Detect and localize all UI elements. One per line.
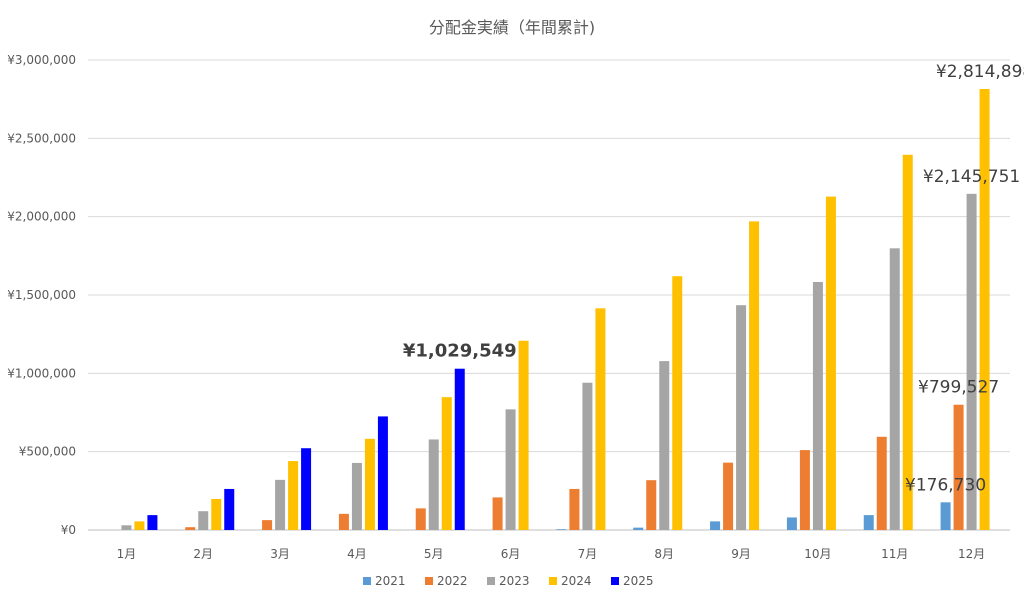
x-tick-label: 2月 <box>193 547 213 561</box>
bar-2022-10月 <box>799 450 810 530</box>
bar-2023-5月 <box>428 439 439 530</box>
bar-2023-12月 <box>966 193 977 530</box>
bar-2021-12月 <box>940 502 951 530</box>
chart-title: 分配金実績（年間累計) <box>429 18 595 37</box>
bar-2023-10月 <box>812 281 823 530</box>
bar-2023-9月 <box>736 305 747 530</box>
y-tick-label: ¥0 <box>61 523 76 537</box>
bar-2021-7月 <box>556 529 567 530</box>
bar-2023-4月 <box>351 462 362 530</box>
bar-2024-4月 <box>364 438 375 530</box>
bar-2023-3月 <box>275 479 286 530</box>
bar-2023-1月 <box>121 525 132 530</box>
bar-2024-12月 <box>979 88 990 530</box>
legend-label: 2023 <box>499 574 530 588</box>
bar-2024-9月 <box>749 221 760 530</box>
legend-swatch <box>549 577 557 585</box>
bars <box>121 88 990 531</box>
bar-2023-2月 <box>198 511 209 530</box>
legend-swatch <box>363 577 371 585</box>
legend-label: 2022 <box>437 574 468 588</box>
y-tick-label: ¥1,000,000 <box>7 366 76 380</box>
bar-2024-6月 <box>518 340 529 530</box>
bar-2024-10月 <box>825 196 836 530</box>
bar-2025-4月 <box>377 416 388 530</box>
bar-2024-8月 <box>672 276 683 530</box>
bar-2023-7月 <box>582 382 593 530</box>
x-tick-label: 9月 <box>731 547 751 561</box>
x-axis-ticks: 1月 2月 3月 4月 5月 6月 7月 8月 9月 10月 11月 12月 <box>117 547 986 561</box>
bar-2022-12月 <box>953 404 964 530</box>
x-tick-label: 8月 <box>654 547 674 561</box>
bar-2023-6月 <box>505 409 516 530</box>
x-tick-label: 10月 <box>804 547 831 561</box>
bar-2022-7月 <box>569 488 580 530</box>
bar-2024-2月 <box>211 498 222 530</box>
y-tick-label: ¥2,500,000 <box>7 131 76 145</box>
legend-label: 2025 <box>623 574 654 588</box>
bar-2025-1月 <box>147 515 158 530</box>
bar-2022-3月 <box>262 520 273 530</box>
y-tick-label: ¥1,500,000 <box>7 288 76 302</box>
bar-2022-6月 <box>492 497 503 530</box>
bar-2022-2月 <box>185 527 196 530</box>
x-tick-label: 3月 <box>270 547 290 561</box>
bar-2022-5月 <box>415 508 426 530</box>
bar-2023-8月 <box>659 361 670 530</box>
gridlines <box>88 59 1010 531</box>
y-tick-label: ¥500,000 <box>19 445 76 459</box>
bar-2024-7月 <box>595 308 606 530</box>
x-tick-label: 5月 <box>424 547 444 561</box>
bar-2024-11月 <box>902 154 913 531</box>
data-label: ¥1,029,549 <box>403 341 517 362</box>
legend-swatch <box>611 577 619 585</box>
bar-2021-8月 <box>633 527 644 530</box>
legend-swatch <box>425 577 433 585</box>
bar-2021-11月 <box>863 515 874 530</box>
y-tick-label: ¥3,000,000 <box>7 53 76 67</box>
bar-2021-10月 <box>786 517 797 530</box>
y-tick-label: ¥2,000,000 <box>7 210 76 224</box>
bar-2025-2月 <box>224 488 235 530</box>
legend-label: 2021 <box>375 574 406 588</box>
bar-2024-5月 <box>441 397 452 530</box>
bar-2022-9月 <box>723 462 734 530</box>
x-tick-label: 6月 <box>501 547 521 561</box>
bar-2022-4月 <box>338 513 349 530</box>
y-axis-ticks: ¥0 ¥500,000 ¥1,000,000 ¥1,500,000 ¥2,000,000… <box>7 53 76 537</box>
data-label: ¥176,730 <box>905 475 986 495</box>
bar-2024-1月 <box>134 521 145 530</box>
data-label: ¥799,527 <box>918 378 999 398</box>
bar-2025-3月 <box>301 448 312 530</box>
legend-swatch <box>487 577 495 585</box>
legend-label: 2024 <box>561 574 592 588</box>
x-tick-label: 12月 <box>958 547 985 561</box>
data-labels: ¥1,029,549 ¥2,814,898 ¥2,145,751 ¥799,527 ¥1… <box>403 62 1024 495</box>
bar-2022-11月 <box>876 436 887 530</box>
x-tick-label: 11月 <box>881 547 908 561</box>
bar-2025-5月 <box>454 368 465 530</box>
x-tick-label: 4月 <box>347 547 367 561</box>
data-label: ¥2,814,898 <box>936 62 1024 82</box>
x-tick-label: 1月 <box>117 547 137 561</box>
bar-2024-3月 <box>288 461 299 530</box>
legend: 2021 2022 2023 2024 2025 <box>363 574 654 588</box>
data-label: ¥2,145,751 <box>923 167 1020 187</box>
x-tick-label: 7月 <box>578 547 598 561</box>
bar-2023-11月 <box>889 248 900 530</box>
bar-2021-9月 <box>710 521 721 530</box>
bar-2022-8月 <box>646 480 657 530</box>
